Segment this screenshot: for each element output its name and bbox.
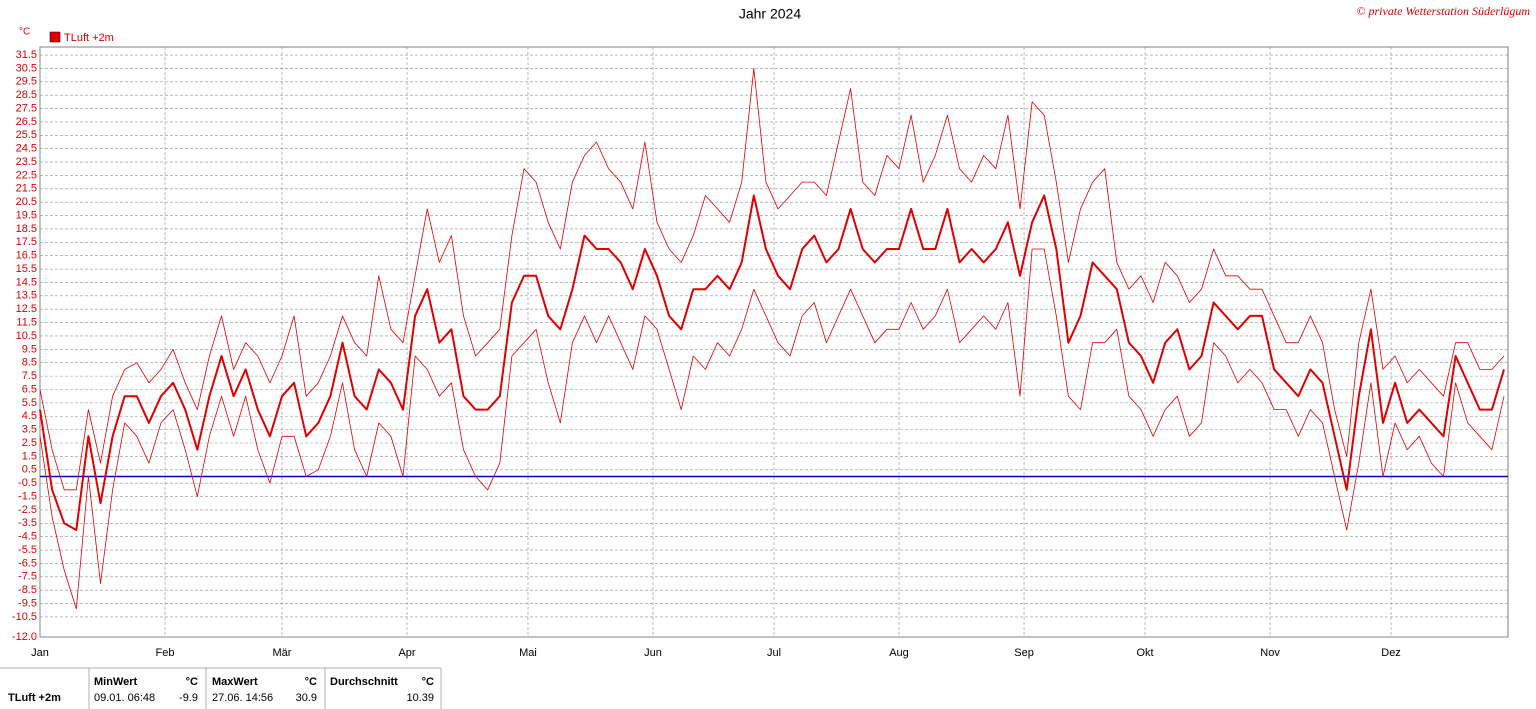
series-line — [39, 194, 1505, 531]
y-tick-label: -0.5 — [18, 477, 37, 489]
stats-header: MaxWert — [212, 676, 258, 688]
y-tick-label: 22.5 — [16, 169, 37, 181]
y-tick-label: -3.5 — [18, 517, 37, 529]
x-tick-label: Feb — [156, 647, 175, 659]
y-tick-label: -7.5 — [18, 571, 37, 583]
y-tick-label: 13.5 — [16, 290, 37, 302]
stats-unit: °C — [186, 676, 198, 688]
y-tick-label: 6.5 — [22, 383, 37, 395]
y-tick-label: -2.5 — [18, 504, 37, 516]
series-line — [39, 68, 1505, 491]
y-tick-label: 4.5 — [22, 410, 37, 422]
y-tick-label: 16.5 — [16, 250, 37, 262]
x-tick-label: Mai — [519, 647, 537, 659]
x-tick-label: Apr — [398, 647, 415, 659]
y-tick-label: -9.5 — [18, 597, 37, 609]
stats-header: MinWert — [94, 676, 138, 688]
y-tick-label: 21.5 — [16, 183, 37, 195]
y-tick-label: 31.5 — [16, 49, 37, 61]
y-tick-label: 29.5 — [16, 76, 37, 88]
y-tick-label: -10.5 — [12, 611, 37, 623]
y-tick-label: 25.5 — [16, 129, 37, 141]
y-tick-label: 2.5 — [22, 437, 37, 449]
y-tick-label: 27.5 — [16, 102, 37, 114]
y-tick-label: 18.5 — [16, 223, 37, 235]
y-tick-label: 1.5 — [22, 450, 37, 462]
x-tick-label: Mär — [273, 647, 292, 659]
legend-swatch — [49, 31, 61, 43]
stats-unit: °C — [305, 676, 317, 688]
y-tick-label: 19.5 — [16, 209, 37, 221]
x-tick-label: Okt — [1136, 647, 1153, 659]
y-tick-label: 10.5 — [16, 330, 37, 342]
y-tick-label: 8.5 — [22, 357, 37, 369]
y-tick-label: 11.5 — [16, 317, 37, 329]
y-tick-label: -1.5 — [18, 490, 37, 502]
y-tick-label: -4.5 — [18, 531, 37, 543]
y-tick-label: 28.5 — [16, 89, 37, 101]
x-tick-label: Jun — [644, 647, 662, 659]
y-tick-label: 30.5 — [16, 62, 37, 74]
stats-time: 27.06. 14:56 — [212, 692, 273, 704]
y-tick-label: -12.0 — [12, 631, 37, 643]
y-tick-label: -5.5 — [18, 544, 37, 556]
x-tick-label: Aug — [889, 647, 909, 659]
y-tick-label: 20.5 — [16, 196, 37, 208]
y-tick-label: 9.5 — [22, 343, 37, 355]
stats-value: -9.9 — [179, 692, 198, 704]
x-tick-label: Sep — [1014, 647, 1034, 659]
copyright: © private Wetterstation Süderlügum — [1356, 4, 1530, 18]
x-tick-label: Jan — [31, 647, 49, 659]
x-tick-label: Nov — [1260, 647, 1280, 659]
x-tick-label: Dez — [1381, 647, 1401, 659]
y-tick-label: 3.5 — [22, 424, 37, 436]
y-unit: °C — [19, 27, 30, 38]
y-tick-label: 24.5 — [16, 143, 37, 155]
stats-value: 30.9 — [296, 692, 317, 704]
y-tick-label: 12.5 — [16, 303, 37, 315]
y-tick-label: -8.5 — [18, 584, 37, 596]
stats-header: Durchschnitt — [330, 676, 398, 688]
y-tick-label: 0.5 — [22, 464, 37, 476]
legend-label: TLuft +2m — [64, 32, 114, 44]
stats-time: 09.01. 06:48 — [94, 692, 155, 704]
y-tick-label: 15.5 — [16, 263, 37, 275]
y-tick-label: 26.5 — [16, 116, 37, 128]
y-tick-label: -6.5 — [18, 557, 37, 569]
stats-value: 10.39 — [406, 692, 434, 704]
y-tick-label: 14.5 — [16, 276, 37, 288]
chart-title: Jahr 2024 — [739, 6, 801, 22]
x-tick-label: Jul — [767, 647, 781, 659]
series-line — [39, 248, 1505, 610]
stats-series: TLuft +2m — [8, 692, 61, 704]
y-tick-label: 5.5 — [22, 397, 37, 409]
y-tick-label: 23.5 — [16, 156, 37, 168]
y-tick-label: 7.5 — [22, 370, 37, 382]
stats-table: TLuft +2m MinWert °C 09.01. 06:48 -9.9 M… — [0, 667, 442, 709]
y-tick-label: 17.5 — [16, 236, 37, 248]
stats-unit: °C — [422, 676, 434, 688]
